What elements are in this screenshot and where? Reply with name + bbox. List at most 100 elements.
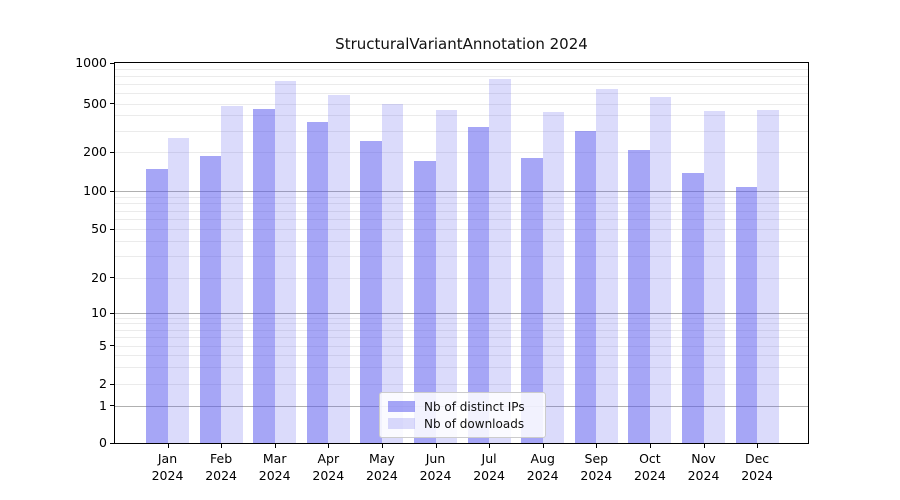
bar-downloads-aug [542,111,565,443]
legend: Nb of distinct IPs Nb of downloads [379,392,546,438]
x-tick-label-jan: Jan 2024 [151,451,184,483]
bar-distinct-ips-feb [199,155,222,443]
major-gridline [115,191,808,193]
minor-gridline [115,210,808,212]
x-tick-label-sep: Sep 2024 [580,451,613,483]
bar-distinct-ips-may [360,141,382,443]
y-tick-label: 500 [83,95,107,111]
y-tick-mark [110,405,114,407]
bar-distinct-ips-aug [521,158,543,443]
y-tick-mark [110,190,114,192]
legend-swatch-downloads-icon [388,418,415,429]
minor-gridline [115,219,808,221]
y-tick-label: 2 [99,376,107,392]
bar-distinct-ips-oct [628,150,650,443]
minor-gridline [115,329,808,331]
y-tick-label: 0 [99,435,107,450]
y-tick-label: 10 [91,305,107,321]
bar-downloads-dec [757,109,779,443]
y-tick-mark [110,383,114,385]
bar-downloads-jul [489,79,511,443]
x-tick-mark [757,444,759,448]
major-gridline [115,313,808,315]
bar-downloads-sep [596,88,618,443]
x-tick-label-jul: Jul 2024 [473,451,505,483]
y-tick-label: 5 [99,337,107,353]
bar-downloads-nov [703,110,725,443]
y-tick-mark [110,277,114,279]
minor-gridline [115,130,808,132]
x-tick-mark [703,444,705,448]
plot-area: Nb of distinct IPs Nb of downloads [114,62,809,444]
bar-distinct-ips-jun [414,161,436,443]
x-tick-mark [435,444,437,448]
minor-gridline [115,367,808,369]
minor-gridline [115,323,808,325]
bar-downloads-oct [649,96,672,443]
legend-item-distinct-ips: Nb of distinct IPs [388,399,537,414]
x-tick-mark [167,444,169,448]
y-tick-mark [110,62,114,64]
x-tick-label-oct: Oct 2024 [633,451,666,483]
x-tick-mark [221,444,223,448]
bar-distinct-ips-nov [682,173,704,443]
x-tick-label-may: May 2024 [365,451,398,483]
minor-gridline [115,336,808,338]
x-tick-mark [381,444,383,448]
y-tick-label: 100 [83,183,107,199]
legend-item-downloads: Nb of downloads [388,416,537,431]
y-tick-label: 50 [91,221,107,237]
minor-gridline [115,103,808,105]
minor-gridline [115,115,808,117]
bar-distinct-ips-sep [574,130,597,443]
minor-gridline [115,256,808,258]
minor-gridline [115,92,808,94]
bar-distinct-ips-jan [146,169,168,443]
bar-distinct-ips-mar [253,109,275,443]
bar-downloads-may [381,103,404,443]
x-tick-label-aug: Aug 2024 [526,451,559,483]
minor-gridline [115,354,808,356]
y-tick-mark [110,103,114,104]
minor-gridline [115,152,808,154]
minor-gridline [115,203,808,205]
y-tick-label: 20 [91,269,107,285]
x-tick-mark [542,444,544,448]
x-tick-mark [649,444,651,448]
legend-label-downloads: Nb of downloads [424,416,525,431]
bar-distinct-ips-dec [735,187,758,443]
x-tick-label-feb: Feb 2024 [205,451,237,483]
chart-title: StructuralVariantAnnotation 2024 [335,35,588,53]
bar-distinct-ips-apr [306,121,329,443]
minor-gridline [115,345,808,347]
y-tick-mark [110,345,114,347]
y-tick-label: 1000 [75,55,107,70]
minor-gridline [115,196,808,198]
y-tick-mark [110,442,114,444]
x-tick-label-dec: Dec 2024 [741,451,773,483]
bar-downloads-apr [328,95,350,443]
minor-gridline [115,229,808,231]
minor-gridline [115,69,808,71]
minor-gridline [115,83,808,85]
x-tick-mark [489,444,491,448]
minor-gridline [115,76,808,78]
x-tick-mark [274,444,276,448]
minor-gridline [115,277,808,279]
minor-gridline [115,240,808,242]
y-tick-mark [110,312,114,314]
minor-gridline [115,384,808,386]
x-tick-mark [596,444,598,448]
bar-downloads-jan [167,137,189,443]
x-tick-label-nov: Nov 2024 [687,451,720,483]
bar-downloads-mar [274,81,297,443]
x-tick-mark [328,444,330,448]
y-tick-mark [110,228,114,230]
y-tick-mark [110,151,114,153]
bar-downloads-feb [221,105,243,443]
bar-distinct-ips-jul [467,127,490,443]
x-tick-label-apr: Apr 2024 [312,451,345,483]
minor-gridline [115,317,808,319]
y-tick-label: 200 [83,144,107,160]
